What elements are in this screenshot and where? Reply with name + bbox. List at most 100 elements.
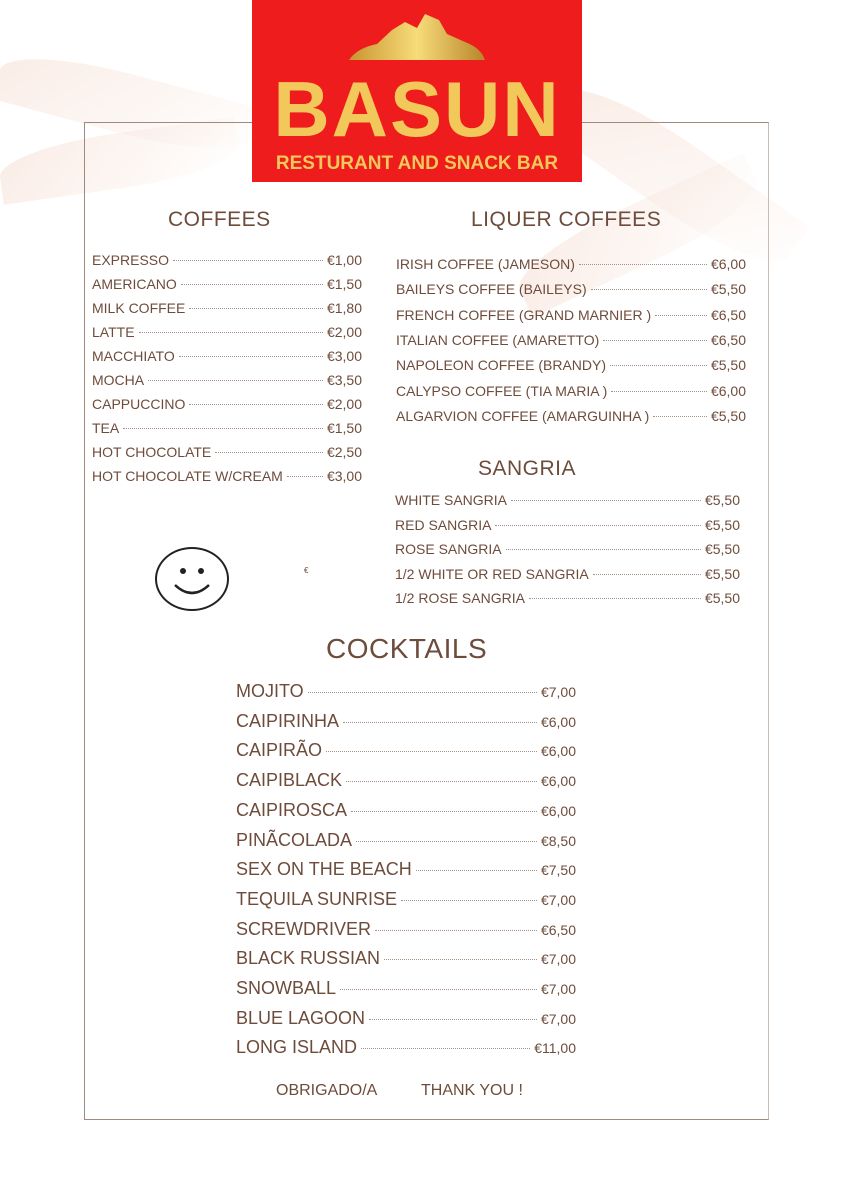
dot-leader [346, 781, 537, 783]
item-name: SNOWBALL [236, 978, 337, 998]
item-price: €3,50 [326, 372, 362, 388]
item-name: SCREWDRIVER [236, 918, 372, 939]
dot-leader [361, 1048, 531, 1050]
dot-leader [610, 365, 707, 367]
stray-euro-mark: € [304, 566, 309, 575]
dot-leader [343, 721, 537, 723]
cocktails-menu-item: SEX ON THE BEACH €7,50 [236, 859, 576, 880]
item-name: TEQUILA SUNRISE [236, 888, 398, 909]
item-name: AMERICANO [92, 276, 177, 292]
item-name: WHITE SANGRIA [395, 492, 508, 508]
dot-leader [340, 989, 537, 990]
dot-leader [655, 314, 707, 316]
item-name: ALGARVION COFFEE (AMARGUINHA ) [396, 407, 650, 424]
dot-leader [148, 380, 323, 381]
item-name: CAPPUCCINO [92, 396, 186, 412]
item-price: €6,00 [710, 256, 746, 272]
cocktails-menu-item: LONG ISLAND €11,00 [236, 1037, 576, 1058]
dot-leader [415, 870, 537, 872]
item-name: CAIPIBLACK [236, 770, 343, 791]
sangria-menu-item: RED SANGRIA €5,50 [395, 517, 740, 533]
dot-leader [138, 332, 323, 333]
item-name: HOT CHOCOLATE W/CREAM [92, 468, 283, 484]
item-price: €2,50 [326, 444, 362, 460]
dot-leader [384, 959, 537, 961]
liqueur-menu-item: CALYPSO COFFEE (TIA MARIA ) €6,00 [396, 383, 746, 399]
dot-leader [286, 476, 323, 477]
item-name: MILK COFFEE [92, 300, 186, 316]
item-price: €8,50 [540, 832, 576, 849]
cocktails-menu-item: CAIPIRINHA €6,00 [236, 711, 576, 732]
dot-leader [401, 899, 537, 901]
item-price: €3,00 [326, 468, 362, 484]
item-name: PINÃCOLADA [236, 829, 353, 850]
item-price: €6,00 [710, 382, 746, 399]
item-price: €5,50 [704, 492, 740, 508]
item-price: €7,50 [540, 862, 576, 879]
cocktails-menu-item: SCREWDRIVER €6,50 [236, 919, 576, 940]
dot-leader [178, 356, 323, 357]
item-price: €6,00 [540, 713, 576, 730]
dot-leader [528, 598, 701, 599]
coffees-menu-item: TEA €1,50 [92, 420, 362, 436]
cocktails-menu-item: CAIPIROSCA €6,00 [236, 800, 576, 821]
item-name: LONG ISLAND [236, 1037, 358, 1058]
item-name: FRENCH COFFEE (GRAND MARNIER ) [396, 306, 652, 323]
item-price: €7,00 [540, 891, 576, 908]
cocktails-menu-item: CAIPIRÃO €6,00 [236, 740, 576, 761]
dot-leader [590, 289, 707, 291]
item-price: €6,50 [710, 306, 746, 323]
coffees-menu-item: EXPRESSO €1,00 [92, 252, 362, 268]
sangria-menu-item: ROSE SANGRIA €5,50 [395, 541, 740, 557]
item-price: €11,00 [534, 1040, 576, 1057]
dot-leader [495, 524, 701, 526]
coffees-menu-item: HOT CHOCOLATE €2,50 [92, 444, 362, 460]
item-name: TEA [92, 420, 120, 436]
dot-leader [653, 415, 707, 417]
item-name: CAIPIRÃO [236, 740, 323, 761]
liqueur-menu-item: IRISH COFFEE (JAMESON) €6,00 [396, 256, 746, 272]
coffees-menu-item: LATTE €2,00 [92, 324, 362, 340]
item-name: BAILEYS COFFEE (BAILEYS) [396, 281, 587, 298]
item-name: LATTE [92, 324, 135, 340]
coffees-heading: COFFEES [168, 208, 271, 231]
item-price: €5,50 [704, 516, 740, 533]
item-price: €6,50 [540, 921, 576, 938]
item-price: €6,00 [540, 743, 576, 760]
item-name: ROSE SANGRIA [395, 541, 502, 557]
sangria-menu-item: 1/2 ROSE SANGRIA €5,50 [395, 590, 740, 606]
liqueur-menu-item: FRENCH COFFEE (GRAND MARNIER ) €6,50 [396, 307, 746, 323]
item-price: €7,00 [540, 684, 576, 700]
liqueur-menu-item: NAPOLEON COFFEE (BRANDY) €5,50 [396, 357, 746, 373]
sangria-menu-item: WHITE SANGRIA €5,50 [395, 492, 740, 508]
item-price: €1,50 [326, 420, 362, 436]
item-name: ITALIAN COFFEE (AMARETTO) [396, 331, 600, 348]
item-price: €6,00 [540, 773, 576, 790]
item-price: €5,50 [710, 281, 746, 298]
item-name: BLACK RUSSIAN [236, 948, 381, 969]
item-price: €2,00 [326, 324, 362, 340]
dot-leader [511, 500, 701, 501]
sangria-heading: SANGRIA [478, 457, 577, 480]
dot-leader [307, 692, 537, 693]
mountain-logo-icon [349, 14, 485, 60]
cocktails-menu-item: BLUE LAGOON €7,00 [236, 1008, 576, 1029]
coffees-menu-item: HOT CHOCOLATE W/CREAM €3,00 [92, 468, 362, 484]
item-name: MOCHA [92, 372, 145, 388]
cocktails-menu-item: TEQUILA SUNRISE €7,00 [236, 889, 576, 910]
dot-leader [369, 1018, 537, 1020]
item-name: BLUE LAGOON [236, 1007, 366, 1028]
dot-leader [611, 390, 707, 392]
item-name: 1/2 WHITE OR RED SANGRIA [395, 565, 589, 582]
dot-leader [123, 428, 323, 429]
dot-leader [215, 452, 323, 453]
item-price: €5,50 [710, 357, 746, 374]
liqueur-menu-item: ITALIAN COFFEE (AMARETTO) €6,50 [396, 332, 746, 348]
dot-leader [180, 284, 323, 285]
liqueur-menu-item: ALGARVION COFFEE (AMARGUINHA ) €5,50 [396, 408, 746, 424]
dot-leader [189, 404, 323, 405]
footer-obrigado: OBRIGADO/A [276, 1082, 378, 1099]
item-price: €7,00 [540, 981, 576, 997]
item-price: €5,50 [704, 541, 740, 557]
footer-thank-you: THANK YOU ! [421, 1082, 523, 1099]
